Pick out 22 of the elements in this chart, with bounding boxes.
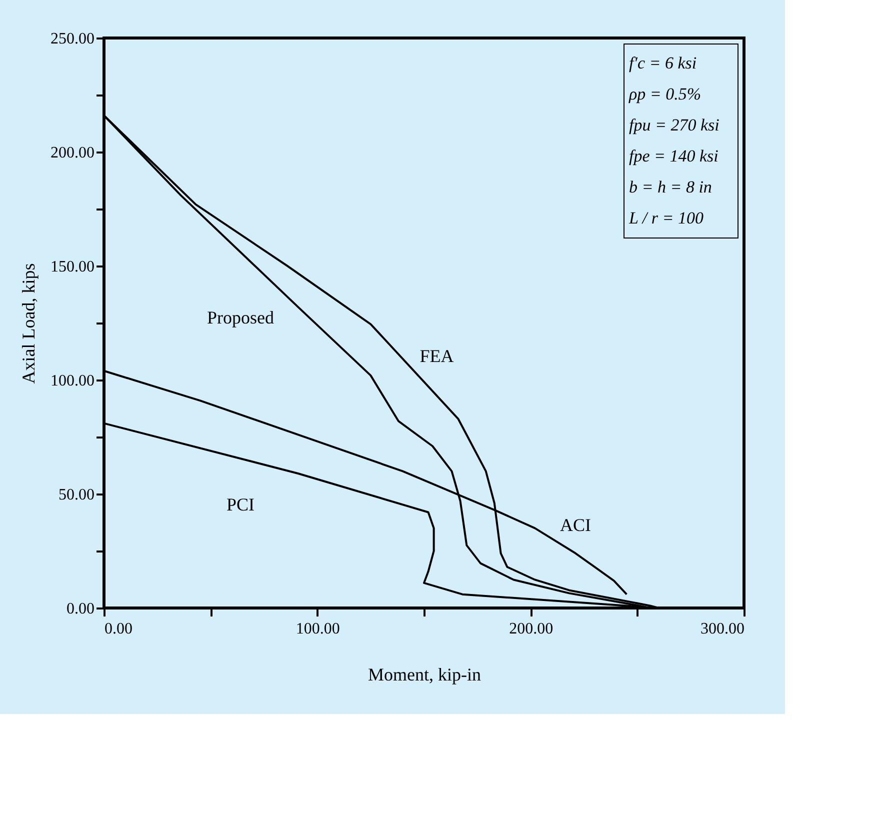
- y-tick-label: 50.00: [58, 486, 94, 504]
- x-tick-label: 100.00: [296, 620, 340, 638]
- y-tick-label: 100.00: [50, 372, 94, 390]
- y-tick-label: 150.00: [50, 258, 94, 276]
- annotation: L / r = 100: [628, 208, 704, 228]
- series-label: Proposed: [207, 307, 274, 328]
- annotation: fpu = 270 ksi: [629, 116, 720, 134]
- y-tick-label: 0.00: [66, 600, 94, 618]
- annotation: f′c = 6 ksi: [629, 54, 697, 72]
- annotation: fpe = 140 ksi: [629, 146, 719, 166]
- series-label: PCI: [226, 494, 255, 514]
- y-axis-title: Axial Load, kips: [18, 263, 38, 384]
- annotation: b = h = 8 in: [629, 178, 712, 196]
- series-label: ACI: [560, 514, 591, 535]
- y-tick-label: 250.00: [50, 30, 94, 48]
- x-axis-title: Moment, kip-in: [368, 664, 481, 684]
- x-tick-label: 200.00: [509, 620, 554, 638]
- annotation: ρp = 0.5%: [628, 84, 702, 104]
- y-tick-label: 200.00: [50, 144, 94, 162]
- series-label: FEA: [420, 346, 454, 366]
- x-tick-label: 300.00: [700, 620, 744, 638]
- x-tick-label: 0.00: [104, 620, 132, 638]
